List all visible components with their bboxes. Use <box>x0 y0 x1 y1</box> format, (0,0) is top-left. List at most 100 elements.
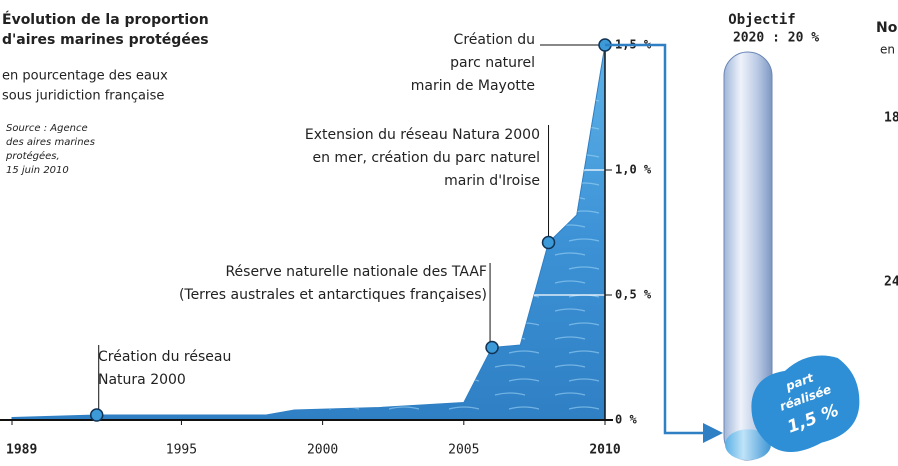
ripple <box>194 392 226 396</box>
ripple <box>374 112 406 116</box>
ripple <box>254 392 286 396</box>
ripple <box>88 182 120 186</box>
ripple <box>194 56 226 60</box>
ripple <box>254 112 286 116</box>
ripple <box>148 126 180 130</box>
goal-label: Objectif <box>728 12 795 28</box>
ripple <box>508 210 540 214</box>
ripple <box>208 322 240 326</box>
ripple <box>14 364 46 368</box>
ripple <box>28 322 60 326</box>
x-tick-label: 2010 <box>589 443 620 458</box>
ripple <box>208 406 240 410</box>
ripple <box>554 84 586 88</box>
ripple <box>554 56 586 60</box>
ripple <box>208 70 240 74</box>
ripple <box>254 308 286 312</box>
ripple <box>14 224 46 228</box>
ripple <box>208 210 240 214</box>
connector <box>605 43 723 443</box>
ripple <box>448 210 480 214</box>
ripple <box>88 294 120 298</box>
ripple <box>508 70 540 74</box>
ripple <box>374 308 406 312</box>
ripple <box>568 322 600 326</box>
ripple <box>194 140 226 144</box>
ripple <box>28 238 60 242</box>
ripple <box>88 406 120 410</box>
ripple <box>254 336 286 340</box>
ripple <box>568 98 600 102</box>
ripple <box>254 224 286 228</box>
ripple <box>14 308 46 312</box>
ripple <box>508 266 540 270</box>
ripple <box>268 378 300 382</box>
ripple <box>88 322 120 326</box>
ripple <box>14 392 46 396</box>
ripple <box>374 168 406 172</box>
annotation-line: Natura 2000 <box>98 372 186 388</box>
ripple <box>314 364 346 368</box>
ripple <box>494 336 526 340</box>
ripple <box>314 56 346 60</box>
ripple <box>194 280 226 284</box>
ripple <box>254 364 286 368</box>
annotation-line: Extension du réseau Natura 2000 <box>305 127 540 143</box>
y-tick-label: 1,0 % <box>615 163 652 177</box>
ripple <box>314 84 346 88</box>
ripple <box>388 378 420 382</box>
side-text: en <box>880 43 895 57</box>
ripple <box>254 56 286 60</box>
ripple <box>208 45 240 46</box>
ripple <box>194 364 226 368</box>
ripple <box>194 196 226 200</box>
ripple <box>494 252 526 256</box>
ripple <box>434 308 466 312</box>
source-line: Source : Agence <box>6 123 88 134</box>
ripple <box>328 70 360 74</box>
ripple <box>388 322 420 326</box>
ripple <box>388 98 420 102</box>
ripple <box>374 252 406 256</box>
ripple <box>374 336 406 340</box>
ripple <box>568 70 600 74</box>
ripple <box>208 154 240 158</box>
ripple <box>268 126 300 130</box>
ripple <box>254 280 286 284</box>
ripple <box>388 350 420 354</box>
badge-shape <box>751 355 860 452</box>
ripple <box>268 154 300 158</box>
ripple <box>434 112 466 116</box>
ripple <box>314 392 346 396</box>
ripple <box>134 168 166 172</box>
ripple <box>74 308 106 312</box>
annotation-line: Création du réseau <box>98 349 231 365</box>
ripple <box>434 252 466 256</box>
ripple <box>74 84 106 88</box>
ripple <box>14 56 46 60</box>
ripple <box>148 238 180 242</box>
ripple <box>208 182 240 186</box>
ripple <box>74 224 106 228</box>
ripple <box>388 210 420 214</box>
ripple <box>314 168 346 172</box>
ripple <box>554 392 586 396</box>
ripple <box>14 84 46 88</box>
ripple <box>88 126 120 130</box>
annotation-line: Création du <box>454 32 535 48</box>
source-line: des aires marines <box>6 137 95 148</box>
ripple <box>254 84 286 88</box>
ripple <box>134 280 166 284</box>
ripple <box>268 350 300 354</box>
ripple <box>448 350 480 354</box>
ripple <box>434 336 466 340</box>
ripple <box>554 112 586 116</box>
ripple <box>554 308 586 312</box>
ripple <box>208 378 240 382</box>
ripple <box>314 336 346 340</box>
ripple <box>328 378 360 382</box>
ripple <box>28 266 60 270</box>
side-text: No <box>876 20 898 36</box>
